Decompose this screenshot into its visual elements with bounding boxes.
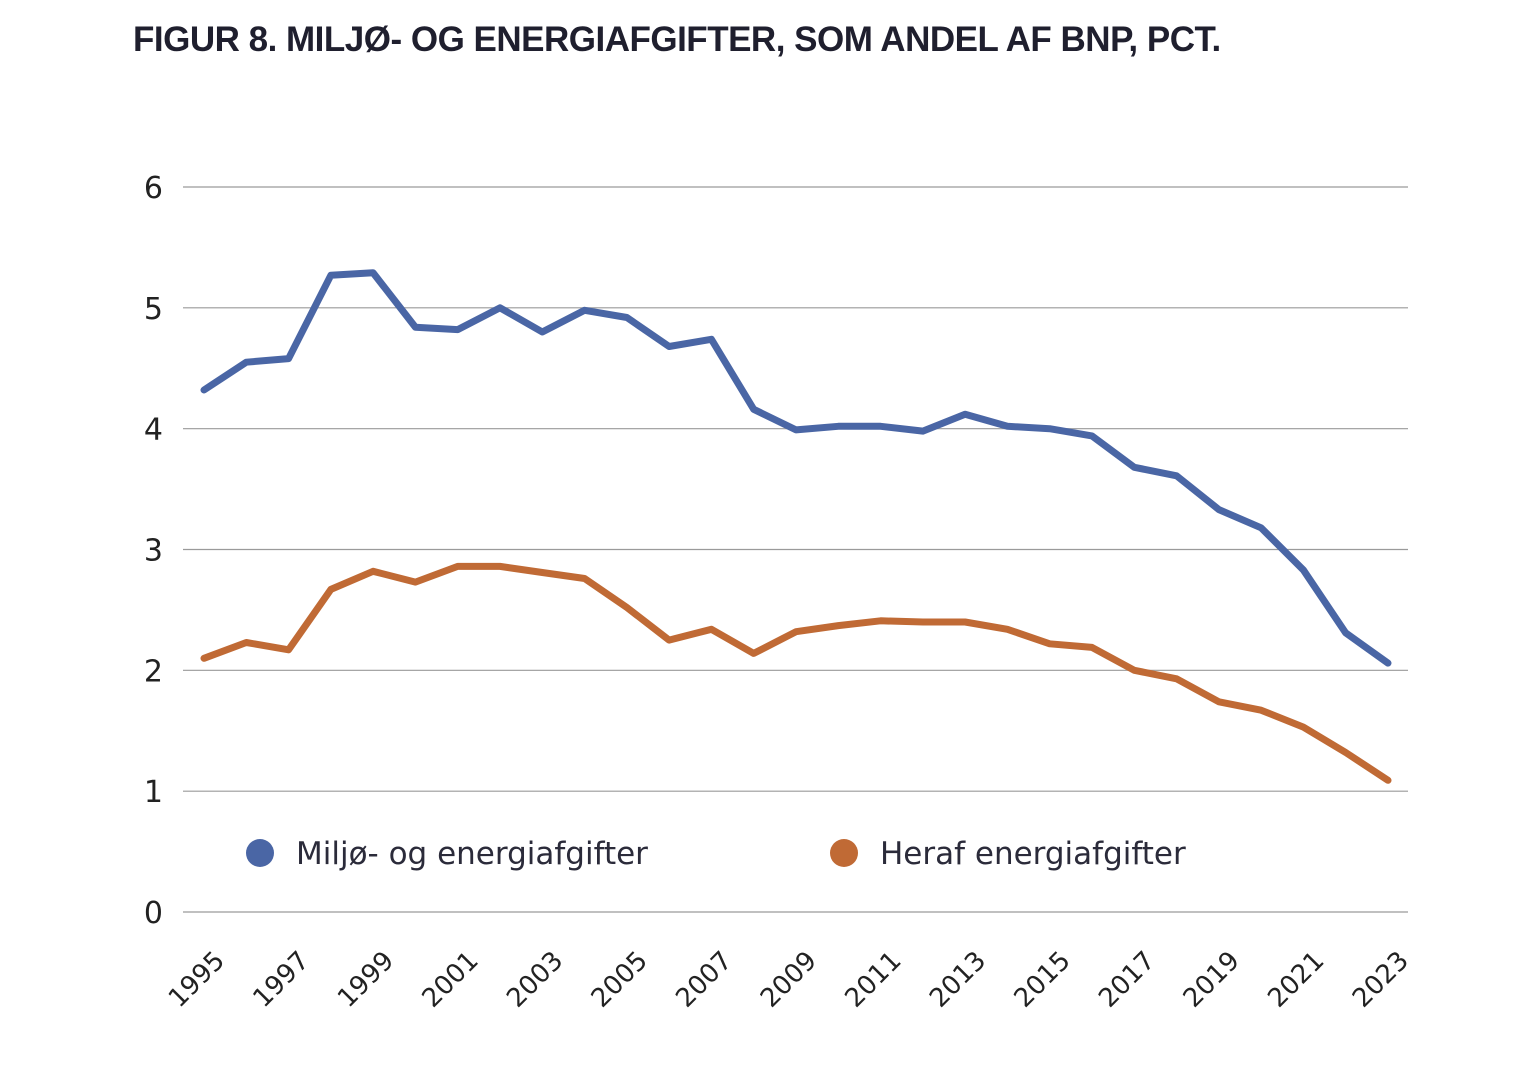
x-tick-label: 1995	[163, 946, 231, 1014]
y-tick-label: 2	[144, 654, 163, 689]
x-tick-label: 2015	[1009, 946, 1077, 1014]
x-tick-label: 2021	[1262, 946, 1330, 1014]
x-axis-ticks: 1995 1997 1999 2001 2003 2005 2007 2009 2011 2013…	[163, 946, 1415, 1014]
x-tick-label: 2011	[840, 946, 908, 1014]
legend: Miljø- og energiafgifter Heraf energiafgi…	[246, 836, 1186, 872]
x-tick-label: 1999	[332, 946, 400, 1014]
y-tick-label: 4	[144, 413, 163, 448]
series-lines	[200, 269, 1392, 784]
y-axis-ticks: 0 1 2 3 4 5 6	[144, 171, 163, 931]
x-tick-label: 2005	[586, 946, 654, 1014]
x-tick-label: 2009	[755, 946, 823, 1014]
y-tick-label: 0	[144, 896, 163, 931]
series-line-2	[200, 562, 1392, 784]
chart-title: FIGUR 8. MILJØ- OG ENERGIAFGIFTER, SOM A…	[133, 20, 1221, 59]
legend-marker-1	[246, 839, 274, 867]
x-tick-label: 1997	[248, 946, 316, 1014]
x-tick-label: 2003	[501, 946, 569, 1014]
y-tick-label: 1	[144, 775, 163, 810]
legend-label-2: Heraf energiafgifter	[880, 836, 1186, 872]
x-tick-label: 2023	[1347, 946, 1415, 1014]
x-tick-label: 2001	[417, 946, 485, 1014]
x-tick-label: 2007	[670, 946, 738, 1014]
legend-label-1: Miljø- og energiafgifter	[296, 836, 648, 872]
y-tick-label: 3	[144, 534, 163, 569]
x-tick-label: 2017	[1093, 946, 1161, 1014]
series-line-1	[200, 269, 1392, 667]
legend-marker-2	[830, 839, 858, 867]
gridlines	[183, 186, 1408, 913]
x-tick-label: 2019	[1178, 946, 1246, 1014]
y-tick-label: 5	[144, 292, 163, 327]
x-tick-label: 2013	[924, 946, 992, 1014]
y-tick-label: 6	[144, 171, 163, 206]
